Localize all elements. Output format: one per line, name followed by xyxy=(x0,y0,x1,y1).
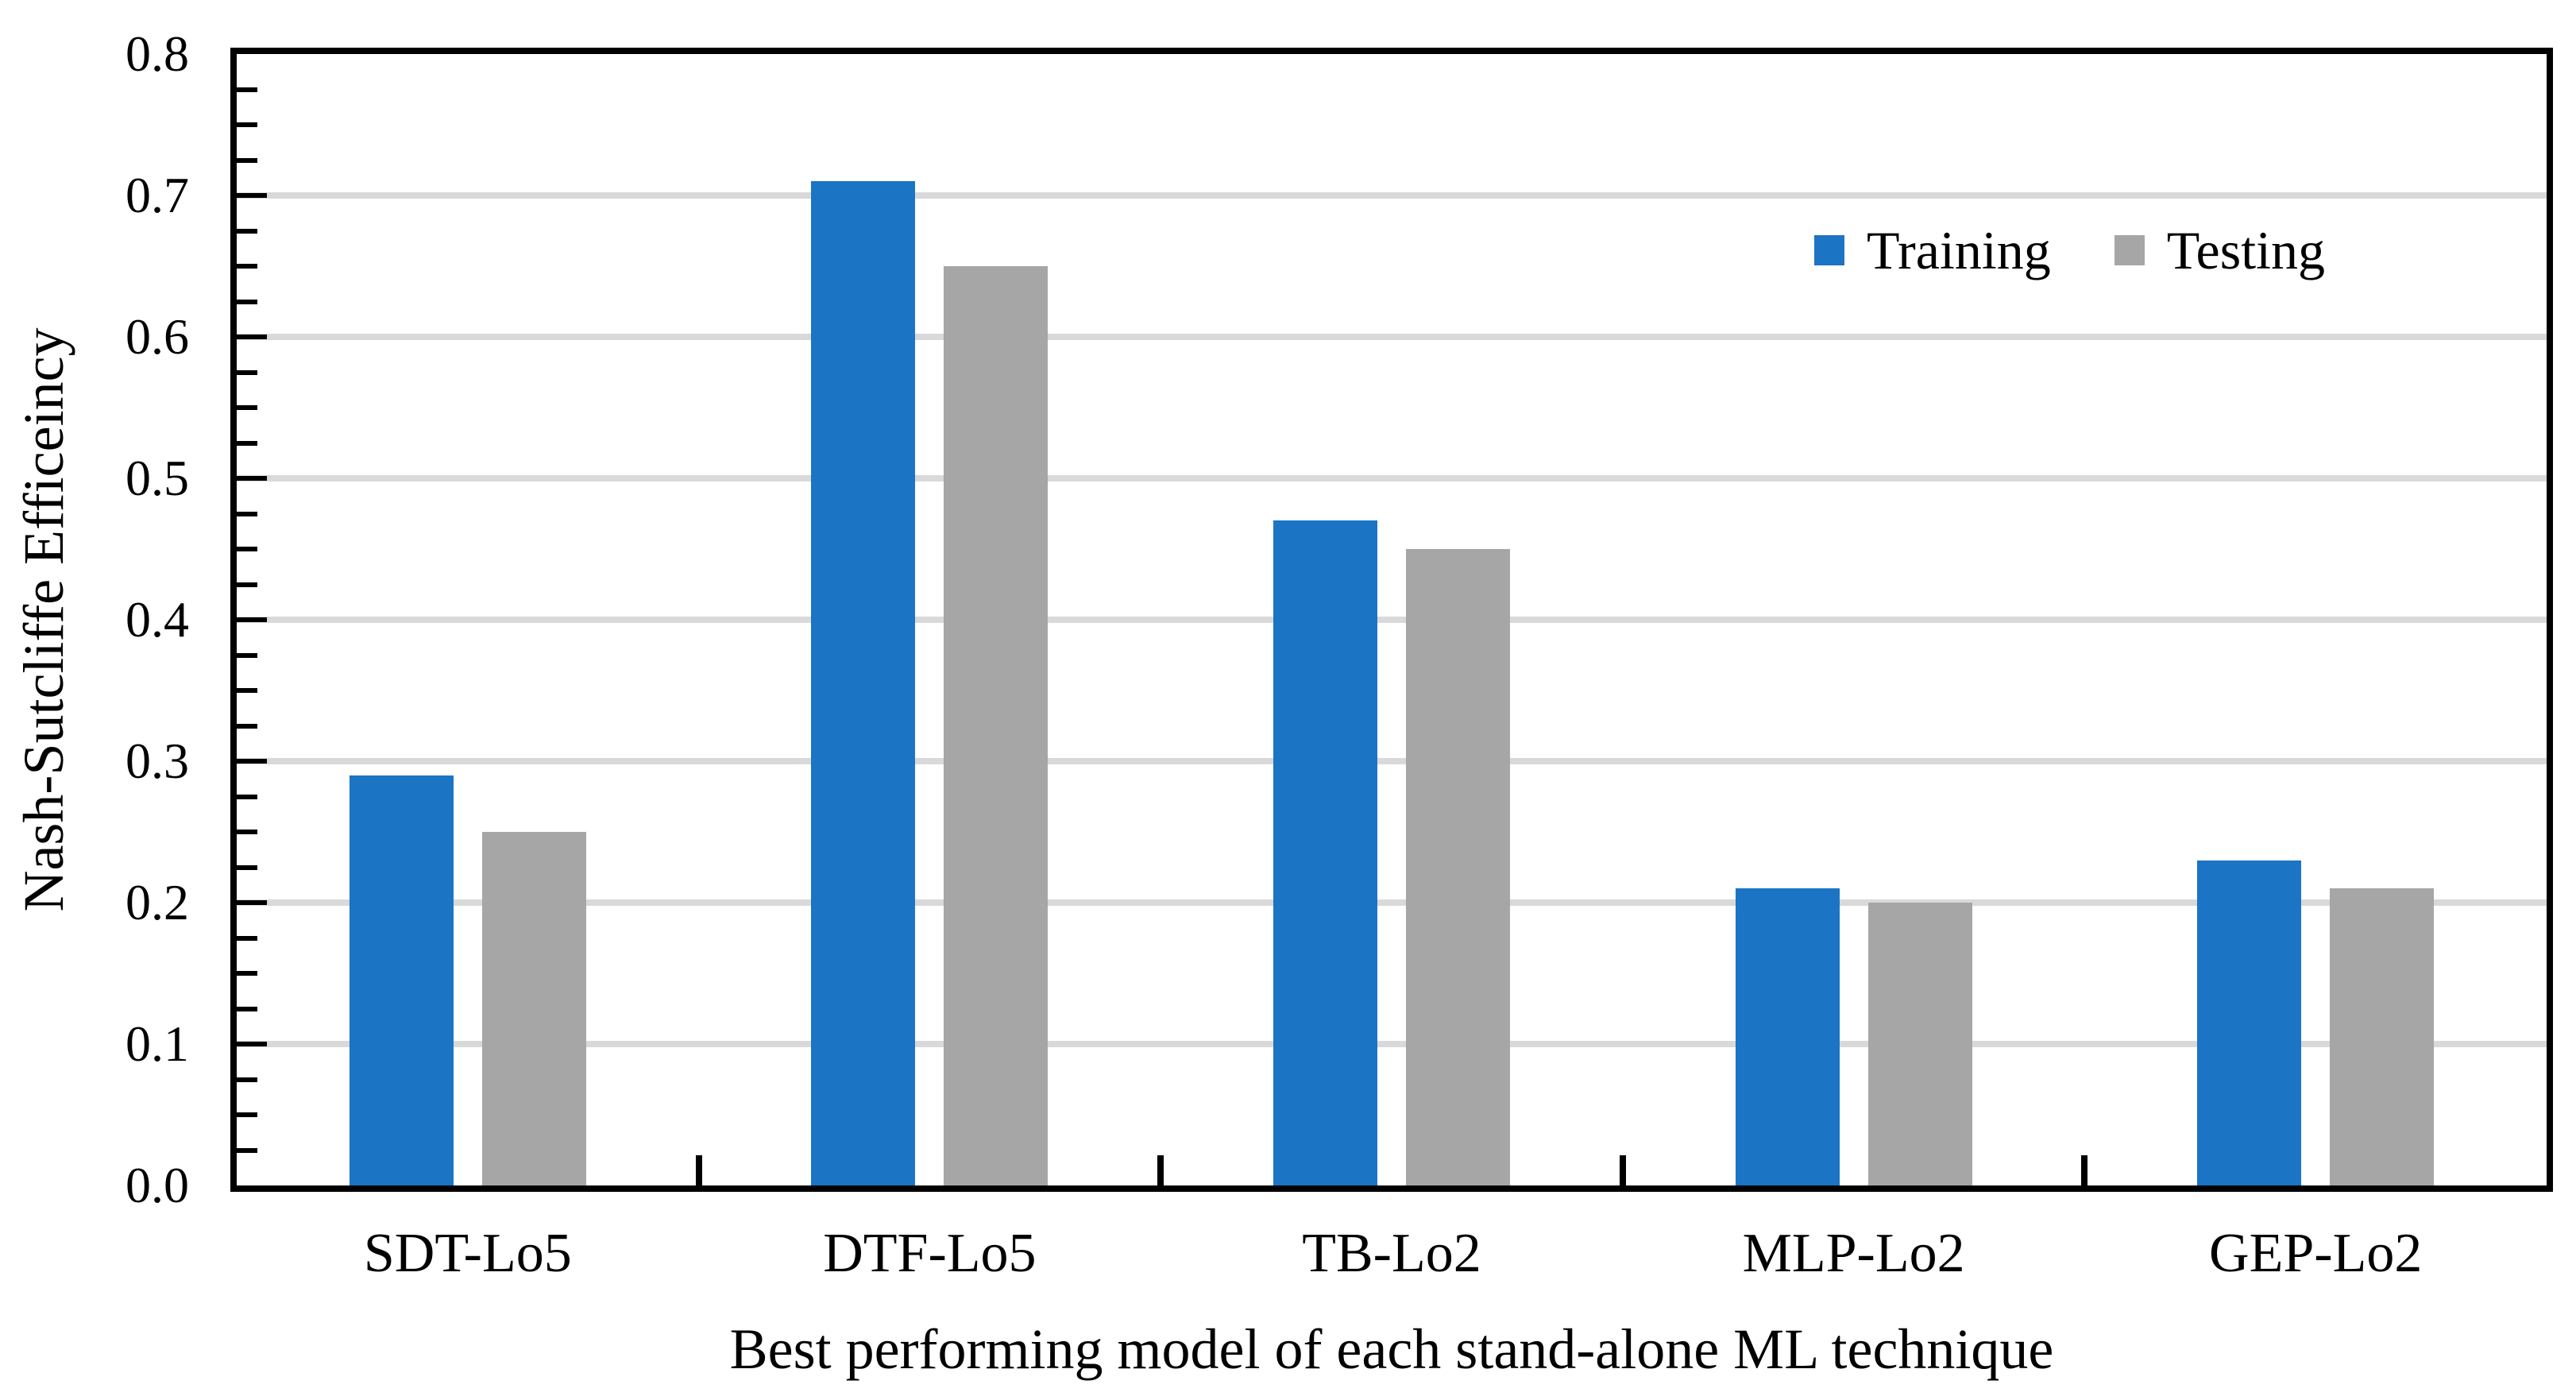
bar-training-dtf-lo5 xyxy=(811,181,916,1185)
plot-area xyxy=(230,48,2553,1192)
y-axis-minor-tick xyxy=(237,794,257,799)
y-axis-minor-tick xyxy=(237,830,257,834)
y-tick-label: 0.7 xyxy=(126,167,189,223)
y-axis-minor-tick xyxy=(237,864,257,870)
y-axis-minor-tick xyxy=(237,264,257,269)
bar-testing-mlp-lo2 xyxy=(1867,903,1972,1185)
x-category-label: SDT-Lo5 xyxy=(363,1223,572,1284)
y-axis-major-tick xyxy=(237,617,267,622)
bar-training-tb-lo2 xyxy=(1273,520,1377,1185)
y-tick-label: 0.1 xyxy=(126,1015,189,1072)
gridline xyxy=(237,899,2547,906)
y-tick-label: 0.6 xyxy=(126,308,189,365)
x-axis-title: Best performing model of each stand-alon… xyxy=(729,1317,2054,1381)
y-axis-minor-tick xyxy=(237,582,257,587)
x-axis-tick xyxy=(695,1155,702,1185)
y-axis-minor-tick xyxy=(237,122,257,127)
legend-item-training: Training xyxy=(1814,220,2051,280)
y-tick-label: 0.8 xyxy=(126,25,189,82)
y-axis-minor-tick xyxy=(237,652,257,658)
x-category-label: DTF-Lo5 xyxy=(823,1223,1037,1284)
legend-label-testing: Testing xyxy=(2166,220,2325,280)
y-tick-label: 0.2 xyxy=(126,874,189,930)
bar-testing-tb-lo2 xyxy=(1406,549,1510,1185)
legend-swatch-testing xyxy=(2114,235,2145,265)
y-axis-minor-tick xyxy=(237,971,257,976)
gridline xyxy=(237,617,2547,623)
y-axis-minor-tick xyxy=(237,405,257,410)
y-axis-minor-tick xyxy=(237,1077,257,1082)
y-axis-major-tick xyxy=(237,1042,267,1046)
legend-item-testing: Testing xyxy=(2114,220,2325,280)
bar-training-mlp-lo2 xyxy=(1735,888,1840,1185)
y-axis-major-tick xyxy=(237,476,267,481)
y-axis-minor-tick xyxy=(237,723,257,729)
y-axis-major-tick xyxy=(237,900,267,905)
y-tick-label: 0.5 xyxy=(126,450,189,506)
bar-testing-dtf-lo5 xyxy=(944,266,1049,1185)
gridline xyxy=(237,192,2547,199)
gridline xyxy=(237,475,2547,481)
bar-training-gep-lo2 xyxy=(2197,860,2302,1185)
y-axis-major-tick xyxy=(237,759,267,764)
y-tick-label: 0.3 xyxy=(126,733,189,789)
y-axis-minor-tick xyxy=(237,87,257,92)
y-axis-minor-tick xyxy=(237,547,257,551)
y-axis-minor-tick xyxy=(237,299,257,304)
gridline xyxy=(237,1041,2547,1047)
bar-training-sdt-lo5 xyxy=(349,775,454,1185)
y-axis-minor-tick xyxy=(237,688,257,693)
x-axis-tick xyxy=(1619,1155,1626,1185)
y-axis-minor-tick xyxy=(237,511,257,516)
x-axis-tick xyxy=(2081,1155,2088,1185)
bar-testing-sdt-lo5 xyxy=(481,832,586,1185)
y-axis-minor-tick xyxy=(237,935,257,941)
legend-label-training: Training xyxy=(1867,220,2051,280)
y-axis-minor-tick xyxy=(237,1006,257,1011)
x-category-label: TB-Lo2 xyxy=(1302,1223,1481,1284)
y-axis-major-tick xyxy=(237,335,267,339)
y-tick-label: 0.0 xyxy=(126,1157,189,1213)
bar-testing-gep-lo2 xyxy=(2330,888,2435,1185)
x-axis-tick xyxy=(1157,1155,1164,1185)
y-axis-minor-tick xyxy=(237,1112,257,1117)
legend: Training Testing xyxy=(1814,220,2325,280)
gridline xyxy=(237,758,2547,764)
y-axis-minor-tick xyxy=(237,1147,257,1153)
x-category-label: MLP-Lo2 xyxy=(1742,1223,1965,1284)
legend-swatch-training xyxy=(1814,235,1844,265)
y-axis-minor-tick xyxy=(237,228,257,234)
x-category-label: GEP-Lo2 xyxy=(2209,1223,2423,1284)
y-axis-major-tick xyxy=(237,193,267,198)
y-axis-minor-tick xyxy=(237,157,257,163)
gridline xyxy=(237,334,2547,340)
y-axis-minor-tick xyxy=(237,440,257,446)
y-tick-label: 0.4 xyxy=(126,591,189,648)
y-axis-minor-tick xyxy=(237,369,257,375)
